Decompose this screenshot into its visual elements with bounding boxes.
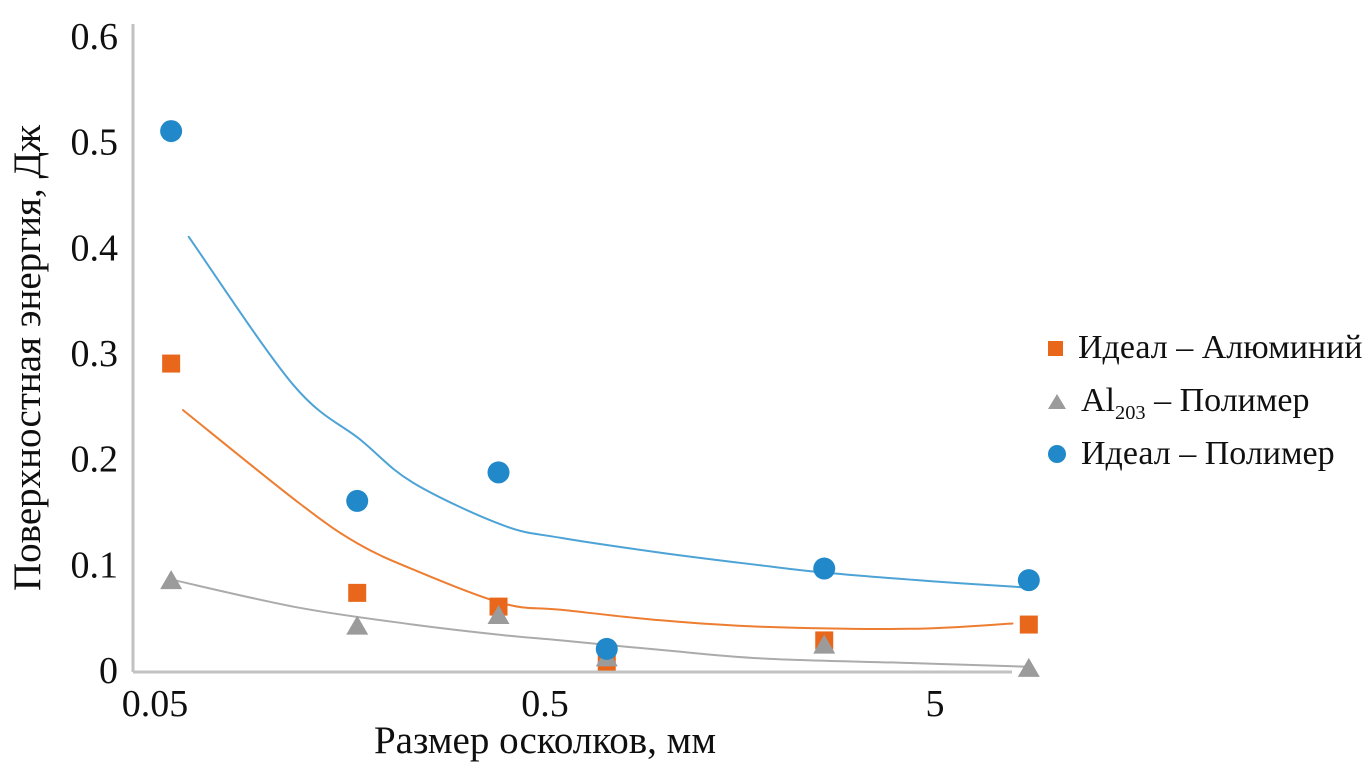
data-point-triangle xyxy=(346,615,369,635)
trend-line-circle xyxy=(187,235,1029,589)
trend-line-square xyxy=(182,409,1014,630)
x-axis-title: Размер осколков, мм xyxy=(374,719,716,762)
x-tick-label: 5 xyxy=(926,683,945,725)
y-tick-label: 0 xyxy=(99,650,118,692)
legend-item: Al203 – Полимер xyxy=(1040,382,1362,423)
y-axis-title: Поверхностная энергия, Дж xyxy=(6,124,49,591)
data-point-triangle xyxy=(813,634,836,654)
x-tick-label: 0.5 xyxy=(521,683,569,725)
data-point-circle xyxy=(487,461,510,484)
data-point-triangle xyxy=(487,605,510,625)
y-tick-label: 0.1 xyxy=(71,544,119,586)
legend-marker-square-icon xyxy=(1048,340,1063,356)
data-point-circle xyxy=(346,489,369,512)
data-point-circle xyxy=(1017,569,1040,592)
trend-line-triangle xyxy=(173,579,1030,668)
data-point-square xyxy=(348,583,367,602)
legend-label: Al203 – Полимер xyxy=(1081,382,1310,423)
legend-label: Идеал – Алюминий xyxy=(1078,329,1363,366)
legend-label: Идеал – Полимер xyxy=(1081,435,1335,472)
ticks-layer: 0 0.1 0.2 0.3 0.4 0.5 0.6 0.05 0.5 5 xyxy=(71,16,945,725)
data-point-circle xyxy=(595,637,618,660)
y-tick-label: 0.2 xyxy=(71,439,119,481)
legend-label-suffix: – Полимер xyxy=(1145,382,1310,419)
legend-item: Идеал – Полимер xyxy=(1040,435,1362,472)
legend-marker-circle-icon xyxy=(1048,445,1066,463)
data-point-triangle xyxy=(1017,657,1040,677)
y-tick-label: 0.4 xyxy=(71,227,119,269)
series-layer xyxy=(160,120,1040,677)
legend-label-prefix: Al xyxy=(1081,382,1115,419)
data-point-circle xyxy=(813,557,836,580)
legend-marker-triangle-icon xyxy=(1048,393,1066,409)
y-tick-label: 0.6 xyxy=(71,16,119,58)
y-tick-label: 0.5 xyxy=(71,122,119,164)
data-point-triangle xyxy=(160,570,183,590)
data-point-square xyxy=(1019,615,1038,634)
legend: Идеал – Алюминий Al203 – Полимер Идеал –… xyxy=(1040,329,1363,472)
y-tick-label: 0.3 xyxy=(71,333,119,375)
legend-label-subscript: 203 xyxy=(1115,401,1146,424)
legend-item: Идеал – Алюминий xyxy=(1040,329,1363,366)
data-point-circle xyxy=(160,120,183,143)
x-tick-label: 0.05 xyxy=(122,683,189,725)
data-point-square xyxy=(162,354,181,373)
